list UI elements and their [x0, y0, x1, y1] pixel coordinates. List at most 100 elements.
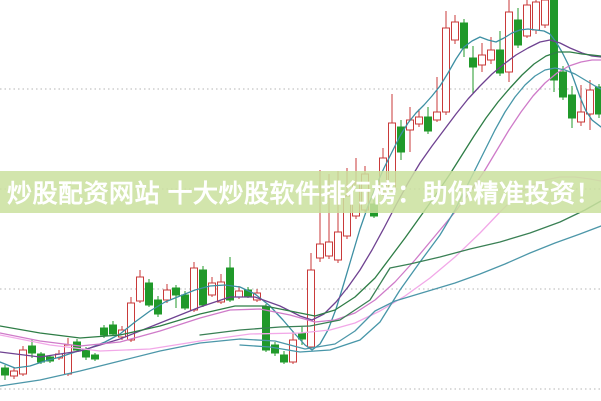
candle-up — [316, 170, 324, 262]
candle-body — [514, 19, 522, 46]
candle-down — [226, 257, 234, 302]
candle-body — [325, 241, 333, 257]
ma-pink-light — [0, 176, 601, 352]
candle-up — [478, 43, 486, 72]
candle-up — [523, 0, 531, 38]
candle-body — [226, 267, 234, 301]
candle-body — [577, 111, 585, 123]
candle-up — [163, 284, 171, 303]
candle-down — [280, 351, 288, 364]
candle-up — [379, 148, 387, 196]
candle-body — [145, 282, 153, 306]
candle-up — [541, 0, 549, 28]
candle-body — [586, 89, 594, 115]
candle-body — [235, 290, 243, 298]
candle-body — [271, 344, 279, 354]
candle-up — [487, 37, 495, 64]
candle-body — [505, 11, 513, 73]
candle-down — [469, 46, 477, 93]
candle-body — [10, 370, 18, 377]
candle-body — [352, 183, 360, 217]
ma-orchid — [0, 59, 601, 347]
candle-up — [442, 11, 450, 115]
candle-body — [397, 126, 405, 153]
candle-down — [109, 321, 117, 336]
candle-down — [559, 66, 567, 100]
candle-body — [496, 49, 504, 74]
candle-body — [361, 173, 369, 211]
candle-body — [343, 195, 351, 237]
candle-body — [460, 22, 468, 49]
candle-body — [181, 294, 189, 309]
candle-down — [514, 8, 522, 48]
candle-body — [154, 299, 162, 315]
candle-body — [451, 21, 459, 41]
candle-body — [595, 86, 601, 115]
candle-body — [541, 0, 549, 26]
candle-down — [172, 285, 180, 308]
ma-teal-short — [0, 28, 601, 369]
candle-up — [388, 94, 396, 191]
candle-up — [406, 107, 414, 152]
candle-up — [415, 109, 423, 127]
candle-body — [316, 243, 324, 259]
candle-up — [334, 171, 342, 263]
candle-body — [559, 71, 567, 98]
candle-up — [136, 270, 144, 303]
candle-down — [496, 31, 504, 76]
candle-body — [487, 49, 495, 61]
candle-down — [595, 84, 601, 118]
candle-down — [568, 86, 576, 128]
candle-down — [1, 365, 9, 380]
ma-green-long — [199, 200, 601, 336]
candle-up — [217, 274, 225, 304]
candle-body — [370, 203, 378, 217]
candle-body — [91, 354, 99, 360]
candle-body — [1, 367, 9, 376]
candle-body — [28, 345, 36, 354]
candle-body — [442, 27, 450, 113]
candle-body — [280, 354, 288, 363]
candle-body — [37, 353, 45, 363]
candle-body — [64, 344, 72, 375]
candle-up — [532, 0, 540, 34]
ma-teal-long — [0, 225, 601, 387]
candle-up — [352, 158, 360, 219]
candle-up — [577, 85, 585, 126]
candle-up — [190, 262, 198, 312]
candle-up — [289, 331, 297, 364]
candle-body — [163, 289, 171, 301]
candle-down — [397, 120, 405, 160]
candle-body — [478, 54, 486, 66]
candle-up — [343, 168, 351, 239]
candle-body — [19, 349, 27, 375]
candle-body — [433, 111, 441, 121]
candle-body — [334, 231, 342, 261]
candle-down — [28, 339, 36, 358]
candles-series — [1, 0, 601, 380]
candle-down — [271, 342, 279, 356]
candle-down — [145, 279, 153, 307]
candle-body — [127, 302, 135, 341]
candle-down — [199, 266, 207, 307]
candle-body — [568, 94, 576, 119]
candle-up — [505, 0, 513, 82]
candle-body — [424, 116, 432, 132]
candle-up — [586, 80, 594, 130]
candle-body — [217, 281, 225, 303]
candle-body — [523, 4, 531, 37]
candle-body — [109, 324, 117, 335]
candle-up — [208, 277, 216, 297]
candle-up — [307, 253, 315, 349]
candle-up — [19, 346, 27, 376]
candle-up — [325, 174, 333, 259]
candle-body — [136, 276, 144, 302]
candle-body — [208, 282, 216, 296]
candle-body — [82, 349, 90, 358]
candle-body — [100, 327, 108, 336]
candle-up — [10, 368, 18, 379]
ma-lines — [0, 28, 601, 387]
candle-body — [469, 57, 477, 68]
